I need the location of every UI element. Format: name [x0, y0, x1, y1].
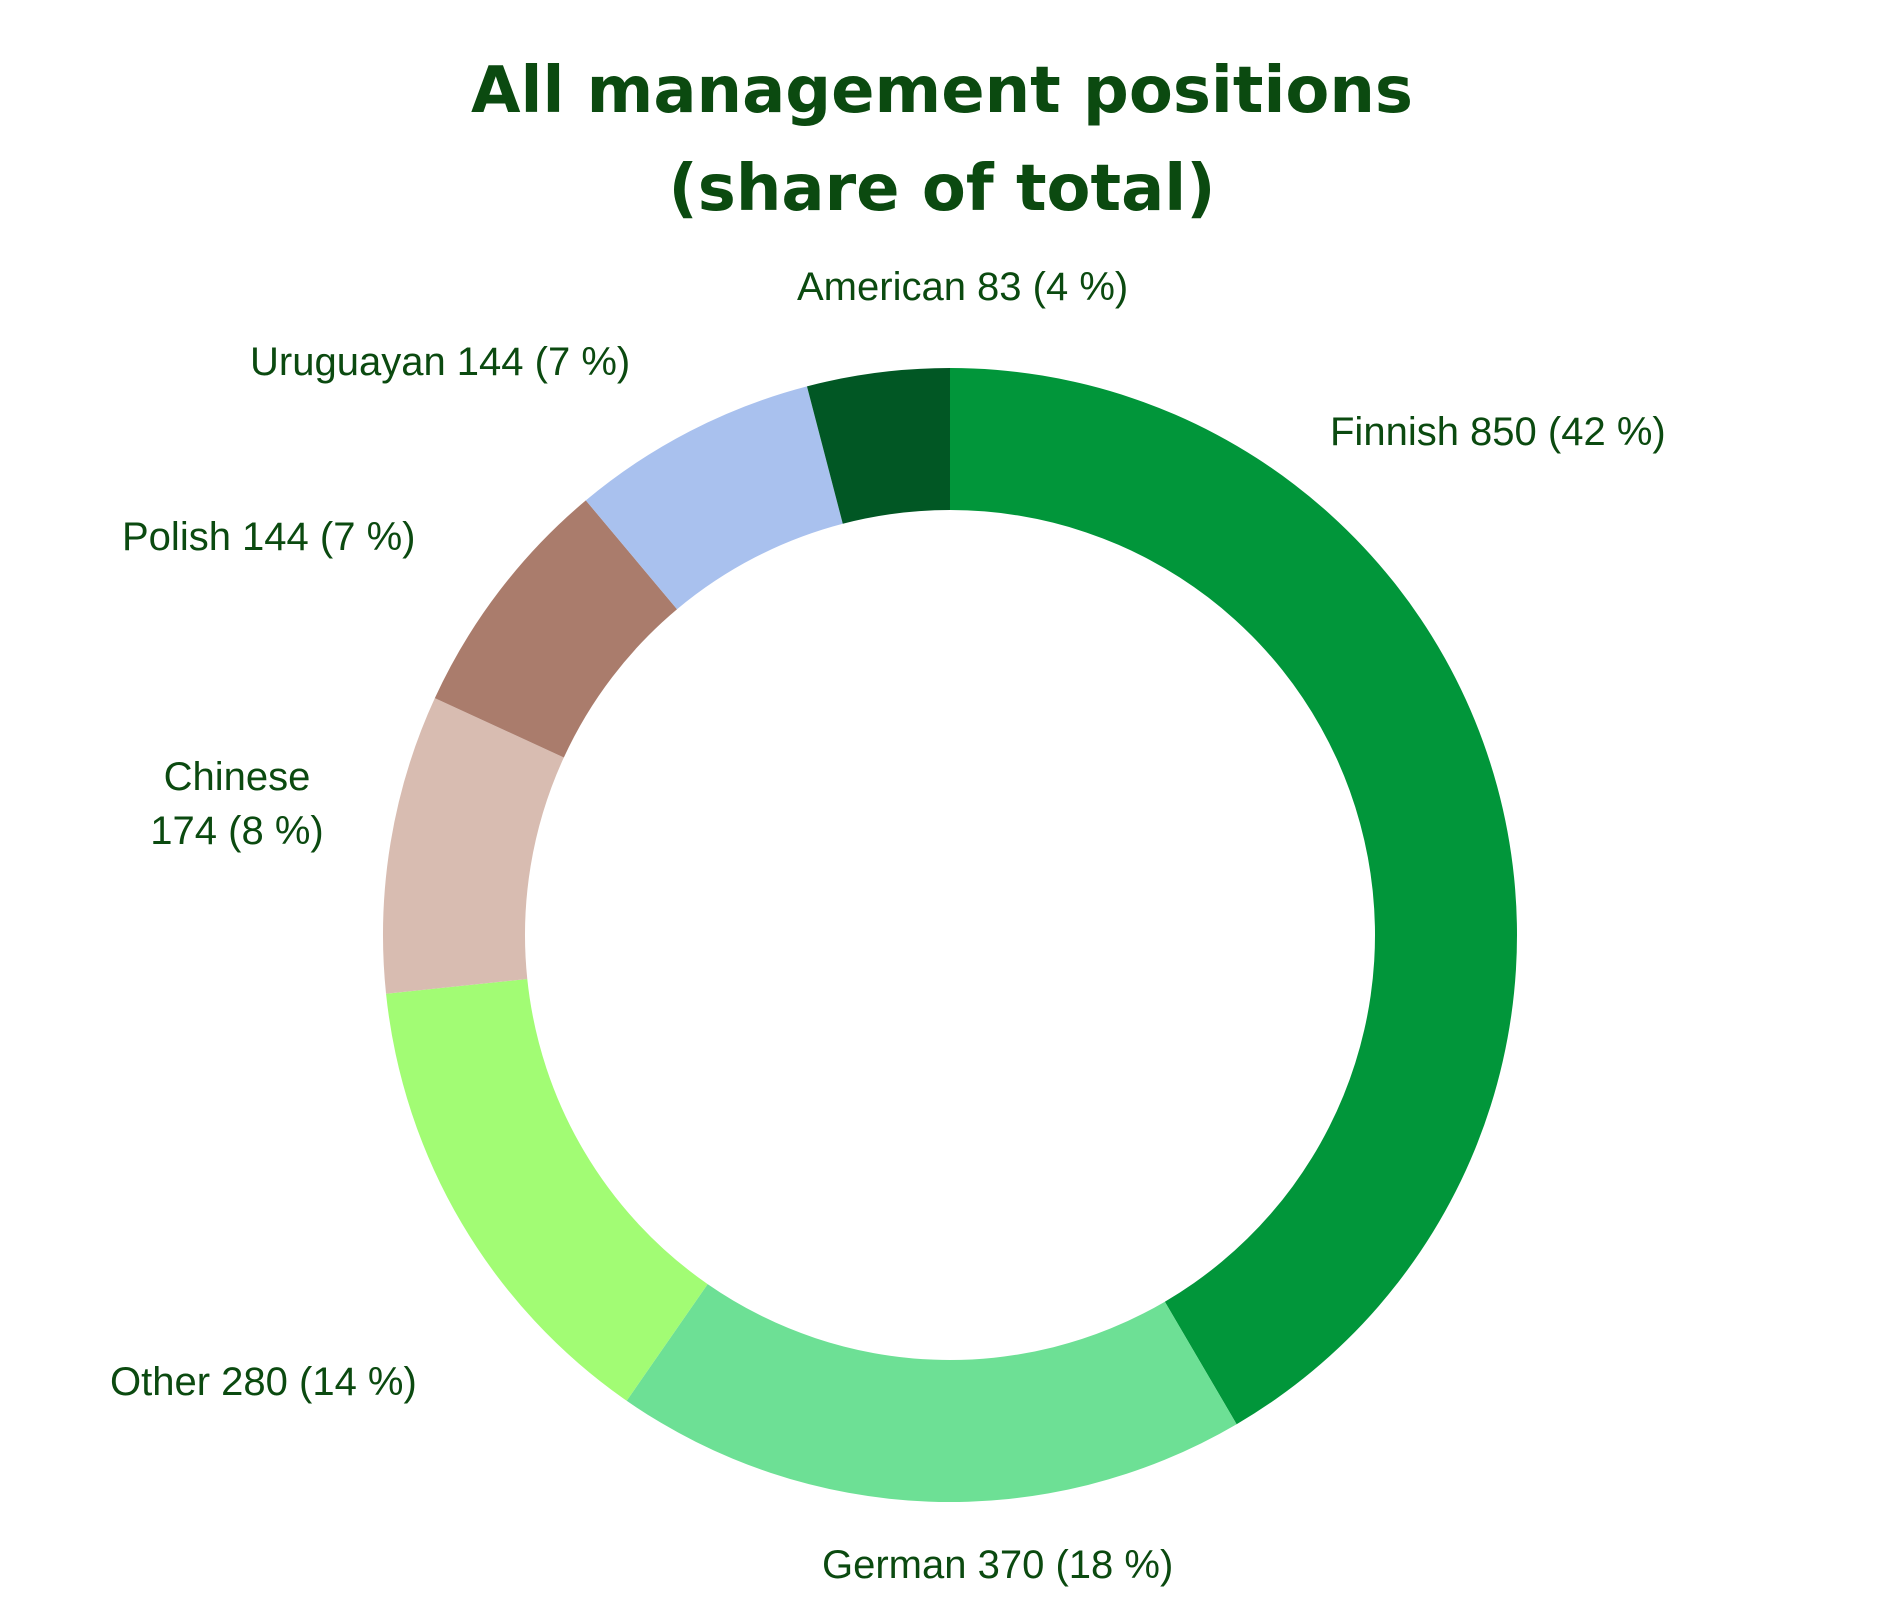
slice-finnish [950, 368, 1517, 1425]
label-other: Other 280 (14 %) [110, 1360, 417, 1404]
label-american: American 83 (4 %) [797, 265, 1128, 309]
slice-uruguayan [585, 386, 843, 610]
label-polish: Polish 144 (7 %) [122, 515, 415, 559]
label-german-line: German 370 (18 %) [822, 1543, 1173, 1587]
slice-american [806, 368, 950, 524]
label-chinese: Chinese 174 (8 %) [150, 755, 323, 853]
label-german: German 370 (18 %) [822, 1543, 1173, 1587]
slice-polish [434, 500, 678, 758]
slice-labels: Finnish 850 (42 %) German 370 (18 %) Other… [110, 265, 1666, 1587]
donut-slices [383, 368, 1517, 1503]
slice-other [386, 978, 708, 1401]
label-uruguayan-line: Uruguayan 144 (7 %) [250, 340, 630, 384]
label-finnish: Finnish 850 (42 %) [1330, 410, 1666, 454]
label-uruguayan: Uruguayan 144 (7 %) [250, 340, 630, 384]
slice-german [626, 1284, 1237, 1503]
label-american-line: American 83 (4 %) [797, 265, 1128, 309]
label-finnish-line: Finnish 850 (42 %) [1330, 410, 1666, 454]
chart-title-line-2: (share of total) [668, 152, 1216, 226]
label-chinese-line: Chinese [164, 755, 311, 799]
label-polish-line: Polish 144 (7 %) [122, 515, 415, 559]
slice-chinese [383, 698, 564, 994]
chart-title-line-1: All management positions [470, 54, 1414, 128]
label-chinese-line: 174 (8 %) [150, 809, 323, 853]
label-other-line: Other 280 (14 %) [110, 1360, 417, 1404]
chart-title: All management positions (share of total… [0, 42, 1884, 238]
